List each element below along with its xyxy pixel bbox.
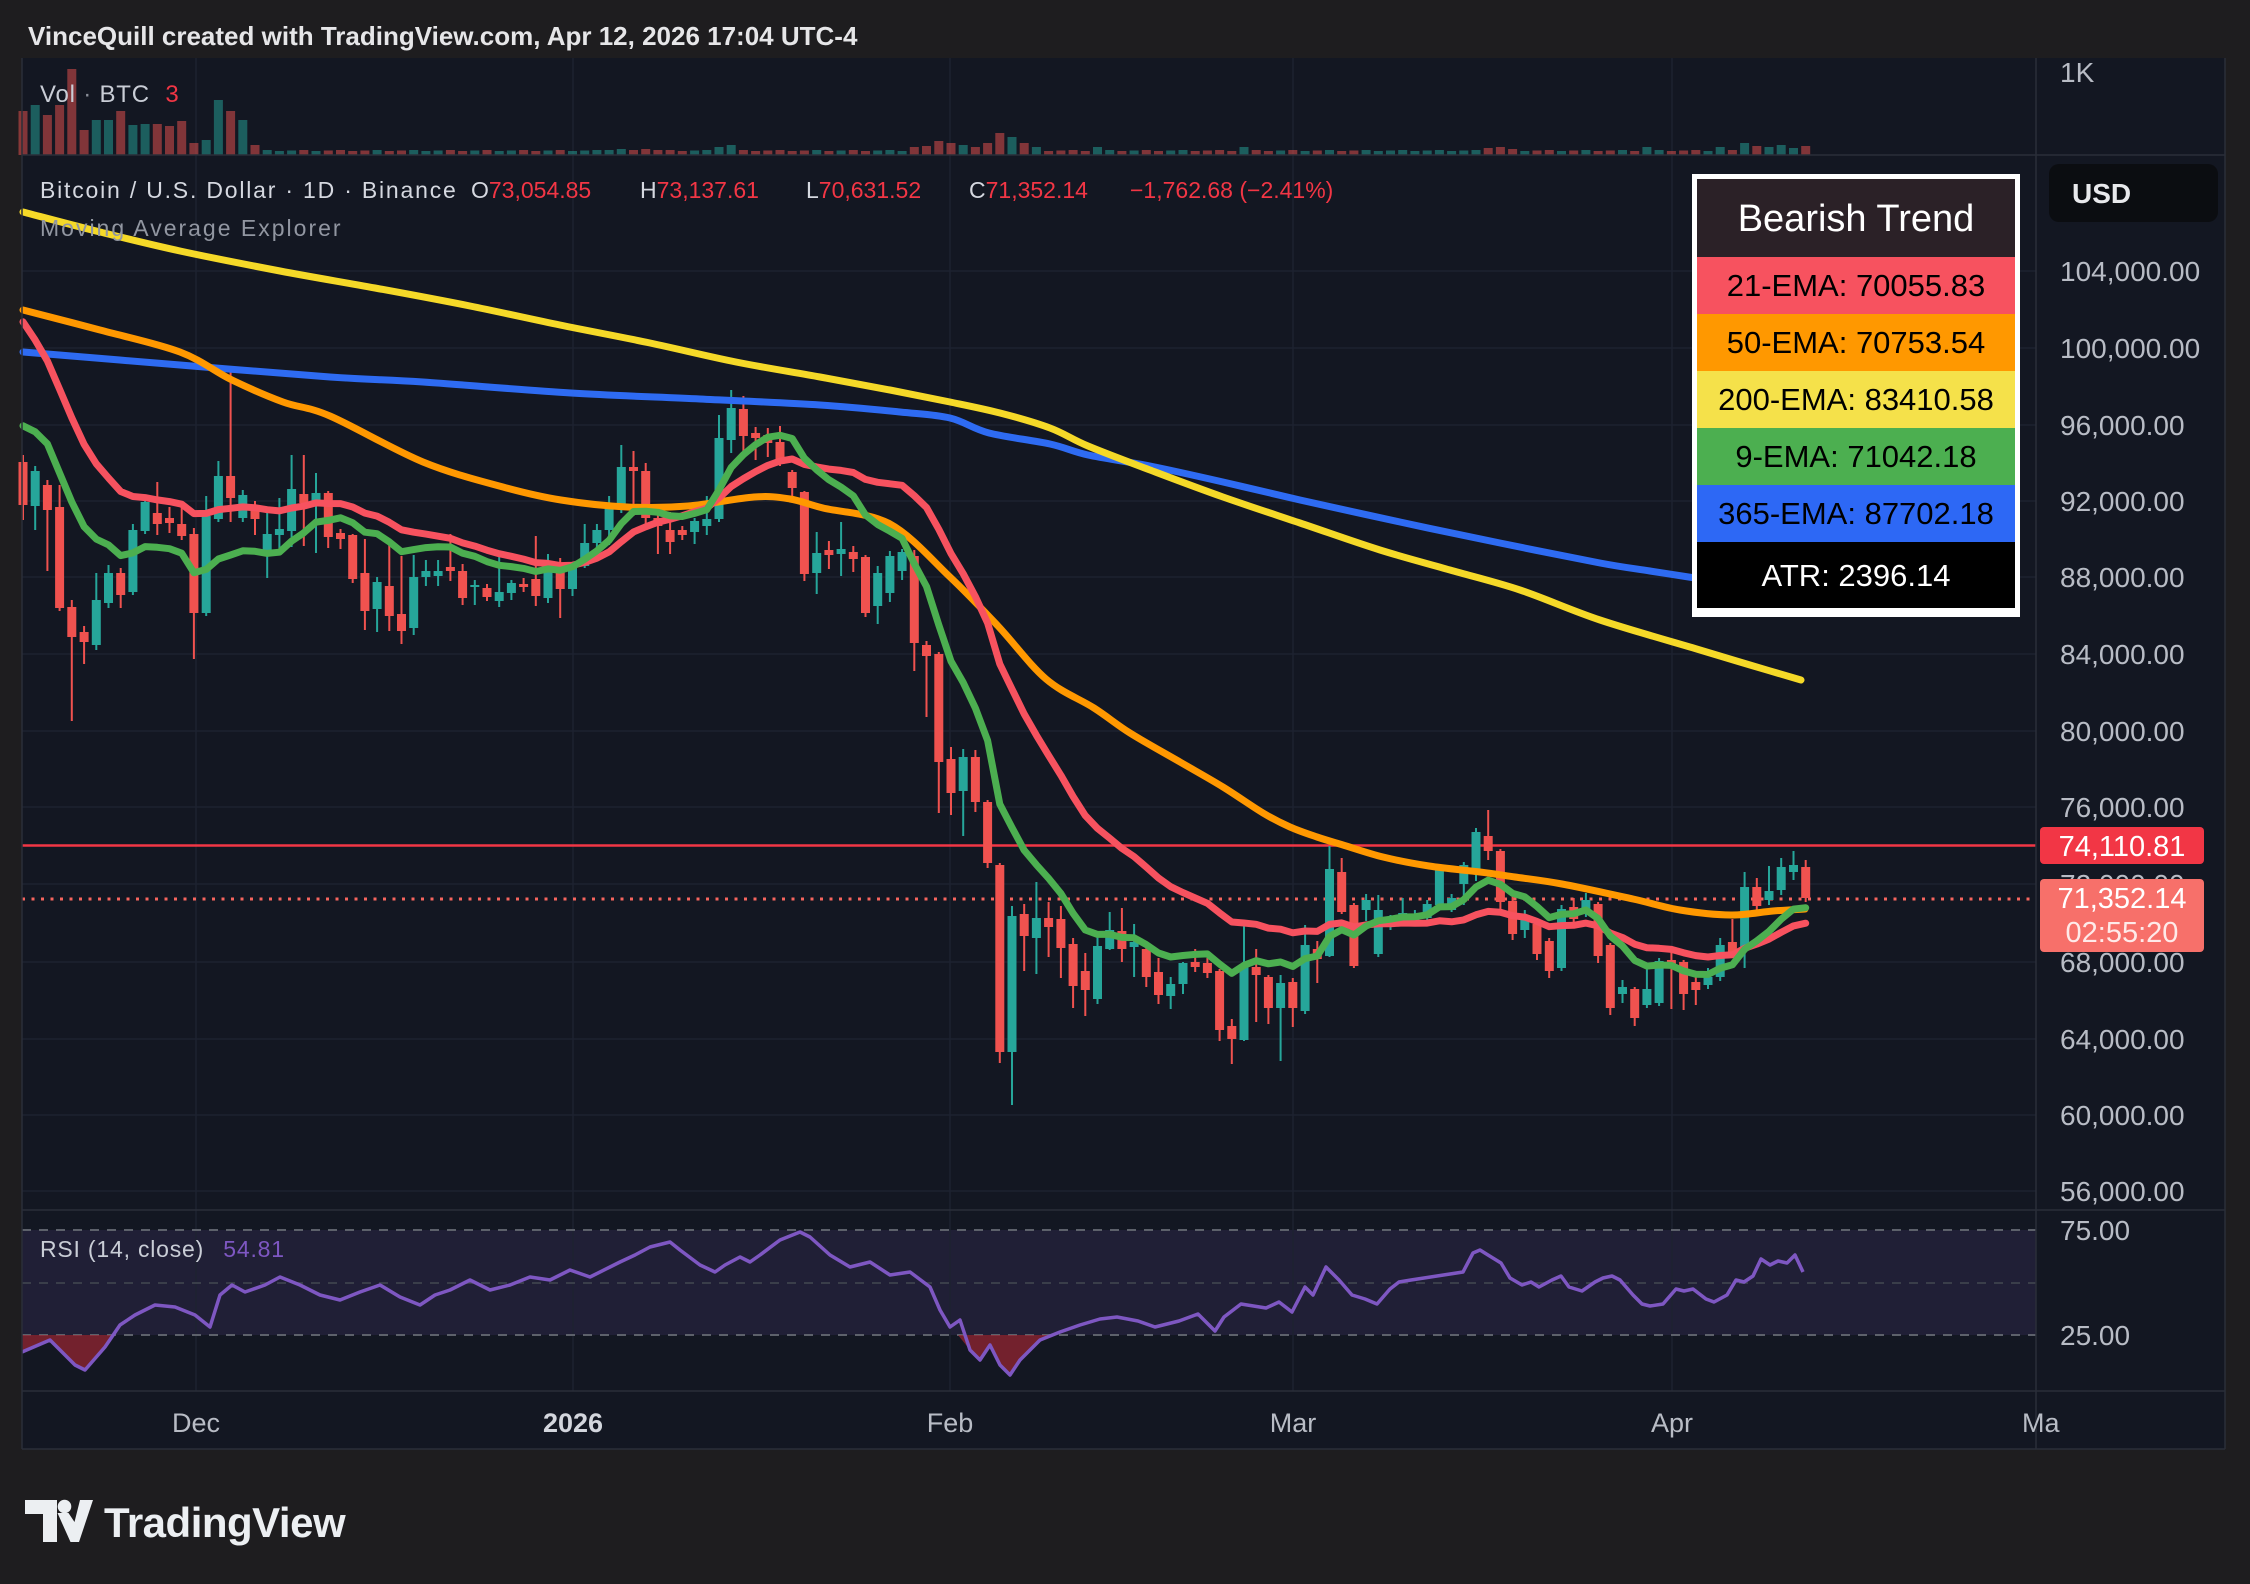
svg-text:Bitcoin / U.S. Dollar · 1D · B: Bitcoin / U.S. Dollar · 1D · Binance [40, 177, 458, 203]
svg-text:84,000.00: 84,000.00 [2060, 639, 2185, 670]
svg-text:Mar: Mar [1270, 1408, 1317, 1438]
svg-text:76,000.00: 76,000.00 [2060, 792, 2185, 823]
svg-text:Ma: Ma [2022, 1408, 2060, 1438]
svg-text:365-EMA: 87702.18: 365-EMA: 87702.18 [1718, 496, 1994, 531]
svg-text:56,000.00: 56,000.00 [2060, 1176, 2185, 1207]
svg-text:RSI (14, close) 54.81: RSI (14, close) 54.81 [40, 1236, 285, 1262]
svg-text:O73,054.85: O73,054.85 [471, 177, 591, 203]
svg-text:02:55:20: 02:55:20 [2066, 917, 2179, 949]
svg-text:92,000.00: 92,000.00 [2060, 486, 2185, 517]
svg-text:25.00: 25.00 [2060, 1320, 2130, 1351]
svg-text:2026: 2026 [543, 1408, 603, 1438]
svg-text:USD: USD [2072, 178, 2131, 209]
svg-text:Dec: Dec [172, 1408, 220, 1438]
svg-text:74,110.81: 74,110.81 [2059, 831, 2186, 863]
svg-text:96,000.00: 96,000.00 [2060, 410, 2185, 441]
svg-text:104,000.00: 104,000.00 [2060, 256, 2200, 287]
svg-text:200-EMA: 83410.58: 200-EMA: 83410.58 [1718, 382, 1994, 417]
svg-text:50-EMA: 70753.54: 50-EMA: 70753.54 [1727, 325, 1986, 360]
svg-text:H73,137.61: H73,137.61 [640, 177, 759, 203]
svg-text:Apr: Apr [1651, 1408, 1693, 1438]
svg-text:60,000.00: 60,000.00 [2060, 1100, 2185, 1131]
svg-text:C71,352.14: C71,352.14 [969, 177, 1088, 203]
svg-text:Bearish Trend: Bearish Trend [1738, 198, 1975, 240]
svg-text:VinceQuill created with Tradin: VinceQuill created with TradingView.com,… [28, 21, 858, 51]
svg-text:71,352.14: 71,352.14 [2057, 883, 2186, 915]
svg-text:68,000.00: 68,000.00 [2060, 947, 2185, 978]
svg-text:TradingView: TradingView [104, 1499, 346, 1546]
svg-text:100,000.00: 100,000.00 [2060, 333, 2200, 364]
svg-text:21-EMA: 70055.83: 21-EMA: 70055.83 [1727, 268, 1986, 303]
svg-text:88,000.00: 88,000.00 [2060, 562, 2185, 593]
svg-text:L70,631.52: L70,631.52 [806, 177, 921, 203]
svg-text:9-EMA: 71042.18: 9-EMA: 71042.18 [1735, 439, 1976, 474]
svg-text:80,000.00: 80,000.00 [2060, 716, 2185, 747]
svg-text:Feb: Feb [927, 1408, 974, 1438]
svg-text:−1,762.68 (−2.41%): −1,762.68 (−2.41%) [1130, 177, 1333, 203]
svg-text:Vol · BTC 3: Vol · BTC 3 [40, 81, 180, 108]
svg-text:Moving Average Explorer: Moving Average Explorer [40, 215, 343, 241]
svg-text:64,000.00: 64,000.00 [2060, 1024, 2185, 1055]
svg-text:ATR: 2396.14: ATR: 2396.14 [1762, 558, 1951, 593]
svg-text:75.00: 75.00 [2060, 1215, 2130, 1246]
svg-text:1K: 1K [2060, 57, 2095, 88]
